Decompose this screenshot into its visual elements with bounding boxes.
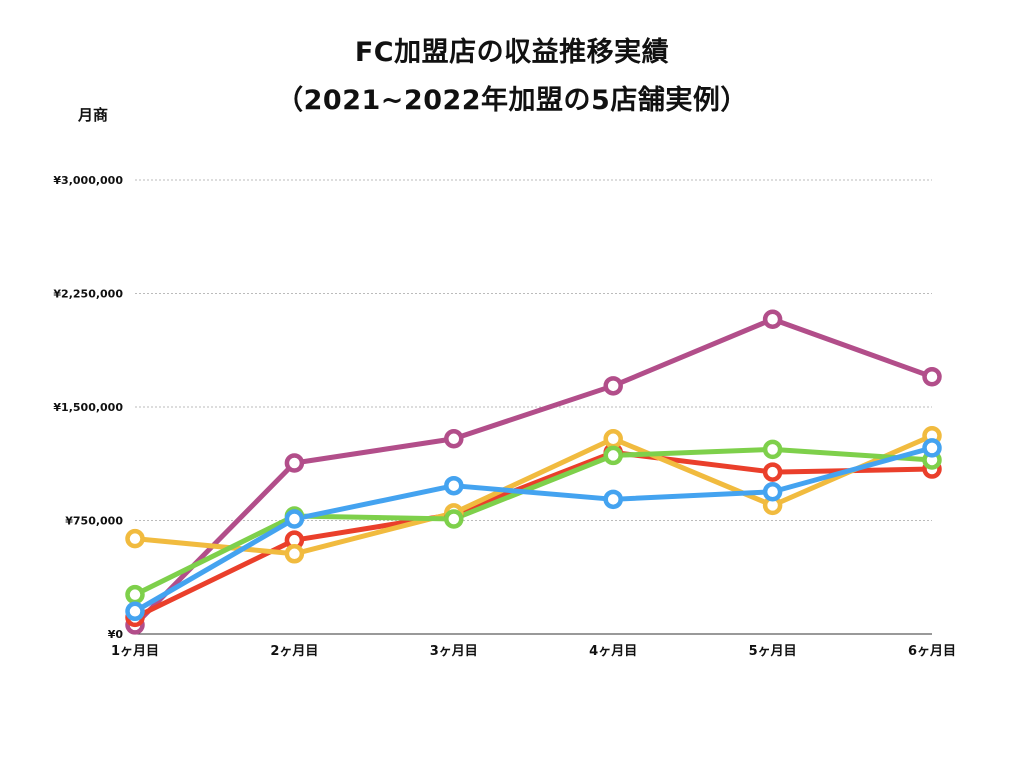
data-point <box>125 528 145 549</box>
data-point <box>603 376 623 396</box>
x-tick-label: 5ヶ月目 <box>749 644 797 659</box>
data-point <box>603 489 623 510</box>
data-point <box>284 509 305 529</box>
data-point <box>603 445 623 466</box>
y-tick-label: ¥1,500,000 <box>53 401 123 414</box>
x-tick-label: 2ヶ月目 <box>270 644 318 659</box>
chart-title: FC加盟店の収益推移実績 <box>354 37 670 68</box>
data-point <box>762 439 783 460</box>
data-point <box>603 429 623 449</box>
data-point <box>444 429 464 449</box>
y-tick-label: ¥3,000,000 <box>53 174 123 187</box>
data-point <box>444 475 464 496</box>
data-point <box>284 453 305 473</box>
data-point <box>125 584 145 605</box>
x-tick-labels: 1ヶ月目 2ヶ月目 3ヶ月目 4ヶ月目 5ヶ月目 6ヶ月目 <box>111 644 956 659</box>
x-tick-label: 4ヶ月目 <box>589 644 637 659</box>
data-point <box>762 462 783 482</box>
series-points <box>125 309 942 635</box>
series-line <box>132 433 935 557</box>
y-tick-labels: ¥0 ¥750,000 ¥1,500,000 ¥2,250,000 ¥3,000,000 <box>53 174 123 641</box>
data-point <box>762 309 783 329</box>
chart-subtitle: （2021~2022年加盟の5店舗実例） <box>276 85 748 116</box>
series-line <box>132 316 935 628</box>
series-line <box>132 445 935 614</box>
data-point <box>922 366 942 387</box>
series-line <box>132 446 935 598</box>
data-point <box>444 509 464 529</box>
y-tick-label: ¥0 <box>108 628 124 641</box>
x-tick-label: 6ヶ月目 <box>908 644 956 659</box>
y-tick-label: ¥2,250,000 <box>53 288 123 301</box>
series-lines <box>132 316 935 628</box>
data-point <box>922 438 942 458</box>
y-axis-label: 月商 <box>78 106 109 124</box>
x-tick-label: 1ヶ月目 <box>111 644 159 659</box>
x-tick-label: 3ヶ月目 <box>430 644 478 659</box>
data-point <box>125 601 145 622</box>
data-point <box>762 481 783 502</box>
gridlines <box>135 179 932 521</box>
data-point <box>284 544 305 564</box>
y-tick-label: ¥750,000 <box>65 515 123 528</box>
